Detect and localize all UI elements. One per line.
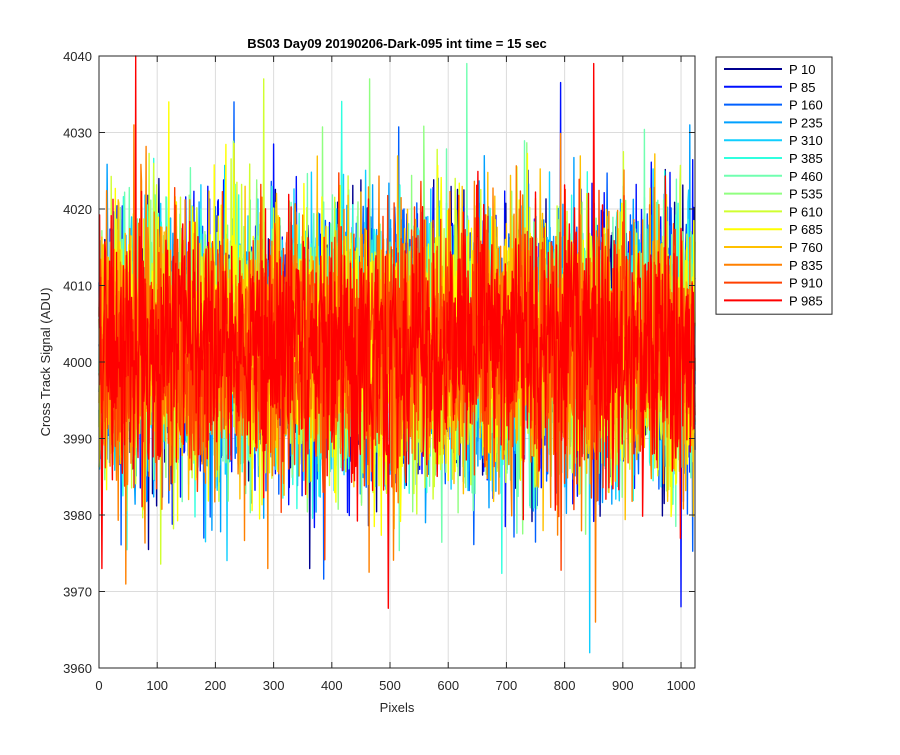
x-tick-label: 600 <box>437 678 459 693</box>
legend-p685-label: P 685 <box>789 222 823 237</box>
legend: P 10 P 85 P 160 P 235 P 310 P 385 P 460 P 535 P … <box>715 56 833 315</box>
legend-p610-label: P 610 <box>789 204 823 219</box>
legend-p460-label: P 460 <box>789 169 823 184</box>
legend-p85-label: P 85 <box>789 80 816 95</box>
legend-p160-label: P 160 <box>789 98 823 113</box>
legend-box <box>715 56 833 315</box>
x-tick-label: 900 <box>612 678 634 693</box>
x-tick-label: 700 <box>496 678 518 693</box>
legend-p760-label: P 760 <box>789 240 823 255</box>
y-tick-label: 4030 <box>63 126 92 141</box>
x-axis-label: Pixels <box>380 700 415 715</box>
legend-p985-label: P 985 <box>789 293 823 308</box>
y-tick-label: 3970 <box>63 585 92 600</box>
y-tick-label: 4000 <box>63 355 92 370</box>
legend-p385-label: P 385 <box>789 151 823 166</box>
x-tick-label: 0 <box>95 678 102 693</box>
axis-ticks: 0 100 200 300 400 500 600 700 800 900 1000 3960 3970… <box>63 49 695 693</box>
y-tick-label: 4010 <box>63 279 92 294</box>
legend-p535-label: P 535 <box>789 187 823 202</box>
x-tick-label: 800 <box>554 678 576 693</box>
x-tick-label: 200 <box>205 678 227 693</box>
series-layer <box>98 55 696 654</box>
y-axis-label: Cross Track Signal (ADU) <box>38 288 53 437</box>
y-tick-label: 4020 <box>63 202 92 217</box>
legend-p235-label: P 235 <box>789 115 823 130</box>
x-tick-label: 1000 <box>667 678 696 693</box>
legend-p10-label: P 10 <box>789 62 816 77</box>
series-p985-line <box>98 55 696 609</box>
y-tick-label: 3990 <box>63 432 92 447</box>
chart-title: BS03 Day09 20190206-Dark-095 int time = … <box>247 36 547 51</box>
y-tick-label: 3980 <box>63 508 92 523</box>
x-tick-label: 400 <box>321 678 343 693</box>
y-tick-label: 3960 <box>63 661 92 676</box>
y-tick-label: 4040 <box>63 49 92 64</box>
legend-p910-label: P 910 <box>789 276 823 291</box>
legend-p310-label: P 310 <box>789 133 823 148</box>
x-tick-label: 300 <box>263 678 285 693</box>
x-tick-label: 500 <box>379 678 401 693</box>
x-tick-label: 100 <box>146 678 168 693</box>
legend-p835-label: P 835 <box>789 258 823 273</box>
